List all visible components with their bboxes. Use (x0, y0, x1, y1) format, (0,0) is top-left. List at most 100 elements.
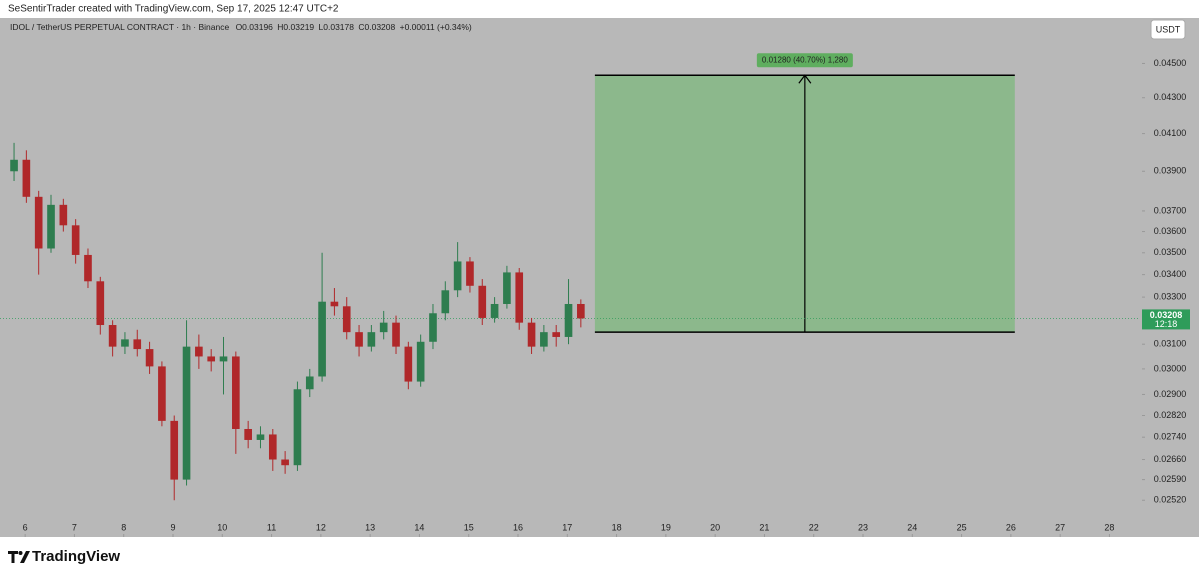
candle (232, 351, 240, 454)
y-tick-label: 0.03900 (1154, 166, 1187, 176)
candle-body (441, 290, 450, 314)
candle (207, 349, 216, 372)
candle-body (305, 376, 314, 390)
candle (564, 279, 573, 345)
candle-body (367, 332, 376, 347)
x-tick-label: 23 (858, 522, 868, 532)
candle (404, 341, 413, 390)
x-tick-label: 14 (414, 522, 424, 532)
position-label: 0.01280 (40.70%) 1,280 (762, 55, 848, 64)
x-tick-label: 7 (72, 522, 77, 532)
x-tick-label: 19 (661, 522, 671, 532)
y-tick-label: 0.02590 (1154, 474, 1187, 484)
low: L0.03178 (319, 22, 355, 32)
candle-body (96, 281, 105, 326)
y-tick-label: 0.03400 (1154, 269, 1187, 279)
candle-body (318, 301, 326, 377)
candle (355, 325, 363, 357)
candle (182, 320, 191, 486)
candle-body (133, 339, 142, 350)
x-tick-label: 24 (907, 522, 917, 532)
candle (84, 248, 92, 289)
candle (133, 329, 142, 357)
y-tick-label: 0.02900 (1154, 389, 1187, 399)
candle (466, 257, 474, 293)
candle (219, 336, 228, 395)
candle (379, 310, 388, 340)
candle-body (170, 420, 179, 480)
candle-body (355, 332, 363, 347)
candle (281, 451, 289, 474)
candle-body (330, 301, 339, 307)
candle-body (121, 339, 129, 347)
credit: SeSentirTrader created with TradingView.… (8, 4, 339, 15)
brand-logo (8, 551, 30, 563)
candle-body (503, 272, 511, 304)
candle-body (293, 389, 302, 466)
brand: TradingView (32, 548, 120, 565)
x-tick-label: 22 (809, 522, 819, 532)
currency-button[interactable] (1150, 19, 1186, 40)
y-tick-label: 0.02660 (1154, 454, 1187, 464)
open: O0.03196 (236, 22, 274, 32)
candle-body (379, 322, 388, 333)
candle-body (552, 332, 561, 337)
candle-body (195, 346, 203, 357)
y-tick-label: 0.03700 (1154, 205, 1187, 215)
candle (490, 297, 499, 323)
candle (453, 242, 462, 298)
y-tick-label: 0.03500 (1154, 247, 1187, 257)
candle (552, 325, 561, 347)
candle (367, 325, 376, 352)
candle (145, 341, 154, 374)
candle (59, 198, 68, 232)
candle-body (564, 303, 573, 337)
candle-body (71, 225, 80, 255)
candle (318, 252, 326, 382)
x-tick-label: 9 (170, 522, 175, 532)
x-tick-label: 27 (1055, 522, 1065, 532)
candle-body (244, 428, 252, 440)
x-tick-label: 28 (1104, 522, 1114, 532)
y-tick-label: 0.04500 (1154, 58, 1187, 68)
candle-body (232, 356, 240, 429)
countdown: 12:18 (1155, 319, 1178, 329)
candle (503, 265, 511, 309)
x-tick-label: 18 (612, 522, 622, 532)
candle-body (281, 459, 289, 466)
candle (256, 426, 265, 449)
x-tick-label: 12 (316, 522, 326, 532)
x-tick-label: 10 (217, 522, 227, 532)
last-price-tag (1142, 309, 1190, 330)
candle-body (47, 204, 55, 249)
y-tick-label: 0.03300 (1154, 291, 1187, 301)
candle (158, 361, 166, 427)
candle-body (84, 254, 92, 282)
candle (244, 420, 252, 449)
candle-body (429, 313, 437, 342)
candle-body (342, 306, 351, 333)
candle (429, 303, 437, 350)
arrow-head (798, 74, 812, 84)
candle (195, 334, 203, 369)
candle-body (404, 346, 413, 382)
candle (392, 315, 400, 354)
candle-body (466, 261, 474, 286)
x-tick-label: 17 (562, 522, 572, 532)
x-tick-label: 16 (513, 522, 523, 532)
candle-body (145, 349, 154, 367)
candle (108, 320, 117, 357)
candle (71, 219, 80, 264)
x-tick-label: 25 (957, 522, 967, 532)
y-tick-label: 0.02740 (1154, 432, 1187, 442)
candle-body (515, 272, 524, 323)
candle (441, 281, 450, 321)
candle (293, 381, 302, 471)
candle (478, 279, 487, 326)
candle-body (453, 261, 462, 291)
candle (170, 415, 179, 501)
x-tick-label: 13 (365, 522, 375, 532)
candle (577, 299, 585, 328)
y-tick-label: 0.02820 (1154, 410, 1187, 420)
